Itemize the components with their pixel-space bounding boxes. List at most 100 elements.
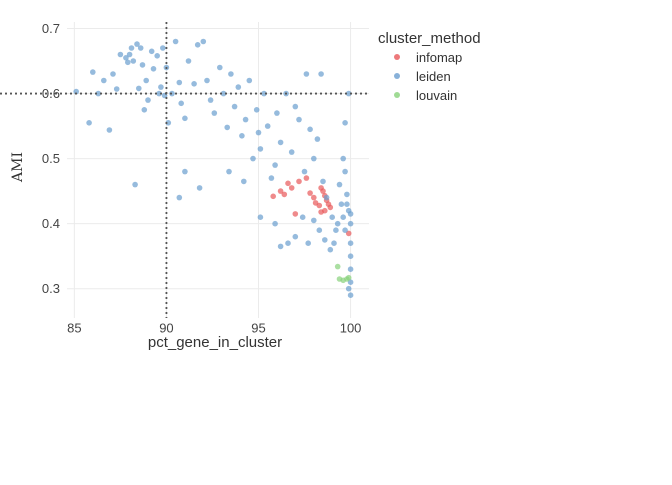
point-leiden xyxy=(165,120,172,126)
point-louvain xyxy=(334,263,341,270)
point-leiden xyxy=(345,285,352,292)
y-tick-label: 0.3 xyxy=(42,281,60,296)
point-leiden xyxy=(246,77,253,84)
point-leiden xyxy=(128,45,135,51)
point-leiden xyxy=(200,38,207,45)
point-leiden xyxy=(253,107,260,113)
point-leiden xyxy=(130,58,137,64)
point-infomap xyxy=(327,204,334,211)
point-leiden xyxy=(277,243,284,250)
legend-item-leiden[interactable]: leiden xyxy=(394,69,451,84)
point-infomap xyxy=(320,188,326,194)
point-leiden xyxy=(137,45,144,51)
point-leiden xyxy=(235,84,242,90)
y-tick-label: 0.5 xyxy=(42,151,60,166)
point-leiden xyxy=(257,146,264,152)
point-leiden xyxy=(90,69,96,75)
point-infomap xyxy=(292,211,299,217)
point-leiden xyxy=(139,62,146,68)
point-leiden xyxy=(158,84,164,90)
point-leiden xyxy=(285,240,291,246)
point-infomap xyxy=(288,185,295,191)
point-leiden xyxy=(307,126,313,133)
point-leiden xyxy=(154,53,160,59)
point-leiden xyxy=(160,45,166,51)
legend-label-infomap: infomap xyxy=(416,50,462,65)
point-infomap xyxy=(303,175,310,181)
point-leiden xyxy=(311,155,317,162)
point-infomap xyxy=(285,180,291,187)
point-leiden xyxy=(292,103,299,110)
point-leiden xyxy=(264,123,271,129)
point-leiden xyxy=(106,127,113,133)
point-leiden xyxy=(322,237,328,243)
point-leiden xyxy=(268,175,275,181)
point-leiden xyxy=(217,64,223,71)
x-axis-title: pct_gene_in_cluster xyxy=(148,334,282,351)
tick-labels: 85 90 95 100 0.3 0.4 0.5 0.6 0.7 xyxy=(42,21,362,336)
point-leiden xyxy=(340,155,347,162)
series-leiden xyxy=(73,38,354,299)
point-leiden xyxy=(329,214,336,220)
point-leiden xyxy=(274,110,280,116)
point-leiden xyxy=(331,240,337,246)
point-louvain xyxy=(345,274,352,281)
point-leiden xyxy=(224,124,230,131)
point-leiden xyxy=(261,90,267,97)
point-leiden xyxy=(143,77,149,84)
y-tick-label: 0.4 xyxy=(42,216,60,231)
x-tick-label: 95 xyxy=(251,321,265,336)
point-leiden xyxy=(126,51,133,58)
point-leiden xyxy=(277,139,284,146)
point-leiden xyxy=(345,90,352,97)
point-leiden xyxy=(242,116,249,123)
point-infomap xyxy=(296,178,302,185)
point-leiden xyxy=(148,48,155,55)
point-infomap xyxy=(311,194,317,201)
legend-item-infomap[interactable]: infomap xyxy=(394,50,462,65)
legend-title: cluster_method xyxy=(378,30,481,47)
point-leiden xyxy=(338,201,345,207)
point-leiden xyxy=(344,191,350,198)
point-leiden xyxy=(182,168,188,175)
y-axis-title: AMI xyxy=(10,152,26,183)
point-leiden xyxy=(323,194,330,201)
point-leiden xyxy=(231,103,238,110)
point-leiden xyxy=(241,178,247,185)
point-leiden xyxy=(257,214,264,220)
point-leiden xyxy=(347,253,354,259)
point-leiden xyxy=(141,107,148,113)
point-leiden xyxy=(211,110,218,116)
legend-marker-infomap xyxy=(394,54,400,60)
point-leiden xyxy=(301,168,308,175)
point-leiden xyxy=(334,220,341,227)
point-leiden xyxy=(117,51,124,58)
point-leiden xyxy=(196,185,203,191)
point-leiden xyxy=(113,86,120,92)
point-leiden xyxy=(327,246,334,253)
point-leiden xyxy=(239,133,245,139)
point-leiden xyxy=(250,155,256,162)
point-leiden xyxy=(207,97,214,103)
point-infomap xyxy=(318,209,324,215)
point-leiden xyxy=(182,115,188,122)
point-leiden xyxy=(347,211,354,217)
point-leiden xyxy=(136,85,142,92)
point-leiden xyxy=(226,168,232,175)
point-leiden xyxy=(336,181,343,188)
point-leiden xyxy=(342,120,348,126)
point-leiden xyxy=(320,178,326,185)
point-leiden xyxy=(95,90,102,97)
legend-item-louvain[interactable]: louvain xyxy=(394,88,457,103)
grid-lines xyxy=(67,22,369,318)
point-leiden xyxy=(110,71,116,77)
point-leiden xyxy=(150,66,157,72)
point-leiden xyxy=(86,120,92,126)
point-infomap xyxy=(345,230,352,237)
point-leiden xyxy=(255,129,262,136)
point-leiden xyxy=(176,194,183,201)
point-leiden xyxy=(156,90,162,97)
point-leiden xyxy=(288,149,295,155)
point-leiden xyxy=(303,71,310,77)
